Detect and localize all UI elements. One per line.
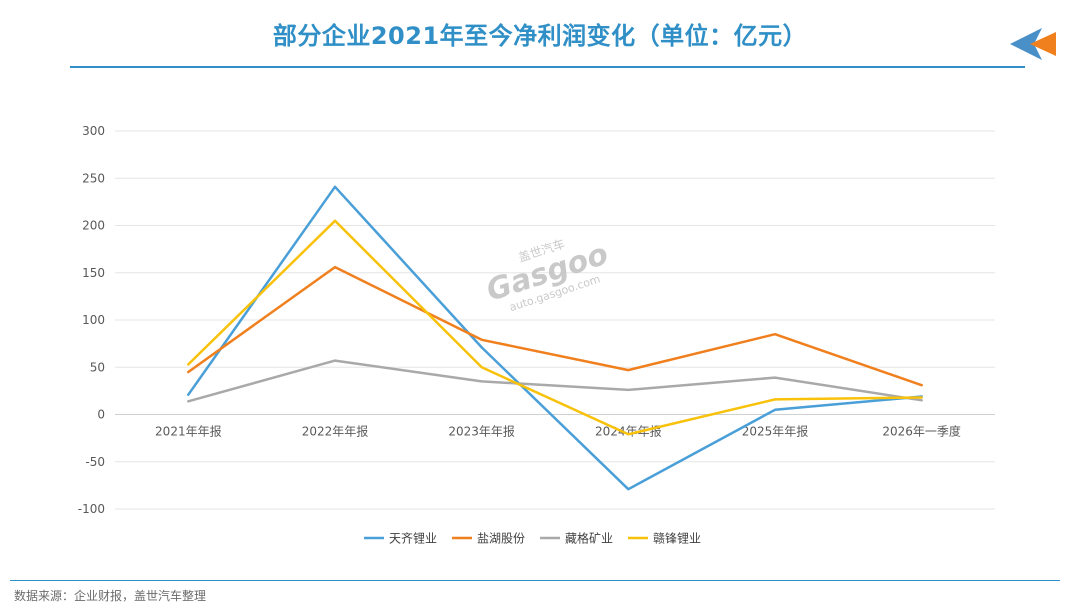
series-line-4 — [187, 219, 923, 436]
series-line-3 — [187, 359, 923, 403]
legend-label: 藏格矿业 — [565, 531, 613, 546]
y-tick-label: 50 — [90, 360, 105, 374]
legend-label: 天齐锂业 — [389, 531, 437, 546]
series-line-1 — [187, 185, 923, 491]
legend: 天齐锂业 盐湖股份 藏格矿业 赣锋锂业 — [364, 531, 701, 546]
x-tick-label: 2022年年报 — [302, 424, 369, 439]
y-tick-label: 300 — [82, 124, 105, 138]
x-tick-label: 2026年一季度 — [882, 424, 961, 439]
legend-label: 赣锋锂业 — [653, 531, 701, 546]
y-axis-ticks: 300 250 200 150 100 50 0 -50 -100 — [78, 124, 105, 516]
x-tick-label: 2024年年报 — [595, 424, 662, 439]
y-tick-label: 100 — [82, 313, 105, 327]
x-tick-label: 2021年年报 — [155, 424, 222, 439]
y-tick-label: 150 — [82, 266, 105, 280]
nav-arrow-icon[interactable] — [1008, 24, 1060, 64]
x-tick-label: 2023年年报 — [448, 424, 515, 439]
y-tick-label: -50 — [85, 455, 105, 469]
title-divider — [70, 66, 1025, 68]
x-axis-ticks: 2021年年报 2022年年报 2023年年报 2024年年报 2025年年报 2026年… — [155, 424, 961, 439]
source-note: 数据来源：企业财报，盖世汽车整理 — [14, 589, 207, 603]
y-tick-label: 200 — [82, 219, 105, 233]
x-tick-label: 2025年年报 — [742, 424, 809, 439]
legend-label: 盐湖股份 — [477, 531, 525, 546]
series-lines — [187, 185, 923, 491]
footer-divider — [10, 580, 1060, 581]
line-chart: 300 250 200 150 100 50 0 -50 -100 2021年年报 2022年年报… — [78, 124, 995, 546]
y-tick-label: -100 — [78, 502, 105, 516]
series-line-2 — [187, 265, 923, 387]
gridlines — [115, 130, 995, 510]
y-tick-label: 250 — [82, 171, 105, 185]
page-title: 部分企业2021年至今净利润变化（单位：亿元） — [272, 22, 808, 50]
y-tick-label: 0 — [97, 408, 105, 422]
